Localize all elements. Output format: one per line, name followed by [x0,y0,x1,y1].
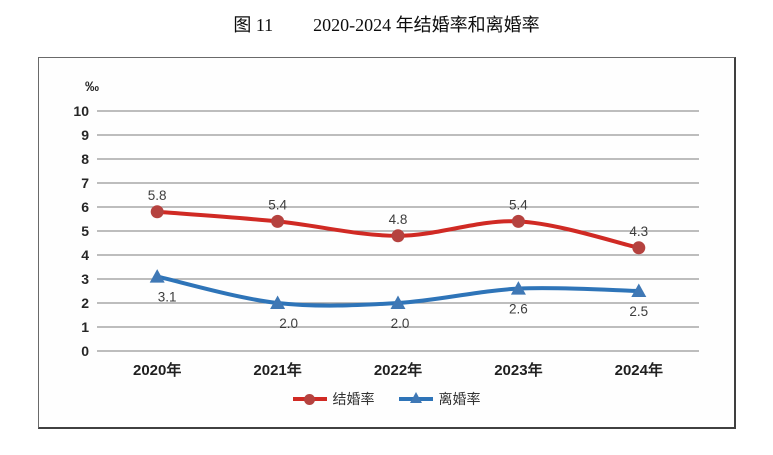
chart-container: 10 9 8 7 6 5 4 3 2 1 0 ‰ 2020年 2021年 2022年 2023年 2024年 5.… [38,57,736,429]
data-point-marker [632,241,646,255]
x-axis-tick-label: 2020年 [133,361,181,379]
y-axis-tick-label: 1 [81,319,89,335]
data-point-label: 2.0 [391,316,410,331]
y-axis-tick-label: 6 [81,199,89,215]
figure-number: 图 11 [233,15,274,35]
x-axis-tick-label: 2021年 [253,361,301,379]
y-axis-unit-label: ‰ [85,78,99,94]
y-axis-tick-label: 4 [81,247,89,263]
y-axis-tick-label: 3 [81,271,89,287]
chart-title-text: 2020-2024 年结婚率和离婚率 [313,15,540,35]
data-point-label: 2.6 [509,302,528,317]
data-point-marker [150,205,164,219]
data-point-label: 3.1 [158,290,177,305]
legend-item-divorce-rate: 离婚率 [398,389,481,409]
data-point-label: 4.3 [629,224,648,239]
data-point-label: 5.4 [509,197,528,212]
data-point-label: 5.8 [148,188,167,203]
x-axis-tick-label: 2022年 [374,361,422,379]
data-point-label: 4.8 [389,212,408,227]
data-point-marker [511,214,525,228]
data-point-marker [631,283,647,297]
legend-label-marriage-rate: 结婚率 [332,391,375,407]
chart-title: 图 11 2020-2024 年结婚率和离婚率 [0,11,773,37]
legend-item-marriage-rate: 结婚率 [292,389,375,409]
data-point-marker [271,214,285,228]
legend-label-divorce-rate: 离婚率 [438,391,481,407]
y-axis-tick-label: 9 [81,127,89,143]
divorce-rate-line-marker-icon [398,392,433,403]
y-axis-tick-label: 0 [81,343,89,359]
data-point-label: 2.5 [629,304,648,319]
chart-legend: 结婚率 离婚率 [39,389,734,409]
y-axis-tick-label: 8 [81,151,89,167]
data-point-marker [390,295,406,309]
data-point-label: 5.4 [268,197,287,212]
y-axis-tick-label: 2 [81,295,89,311]
y-axis-tick-label: 10 [73,103,89,119]
data-point-marker [149,269,165,283]
data-point-marker [391,229,405,243]
data-point-marker [510,281,526,295]
y-axis-tick-label: 5 [81,223,89,239]
x-axis-tick-label: 2023年 [494,361,542,379]
data-point-marker [270,295,286,309]
marriage-rate-line-marker-icon [292,393,327,405]
data-point-label: 2.0 [279,316,298,331]
y-axis-tick-label: 7 [81,175,89,191]
x-axis-tick-label: 2024年 [615,361,663,379]
